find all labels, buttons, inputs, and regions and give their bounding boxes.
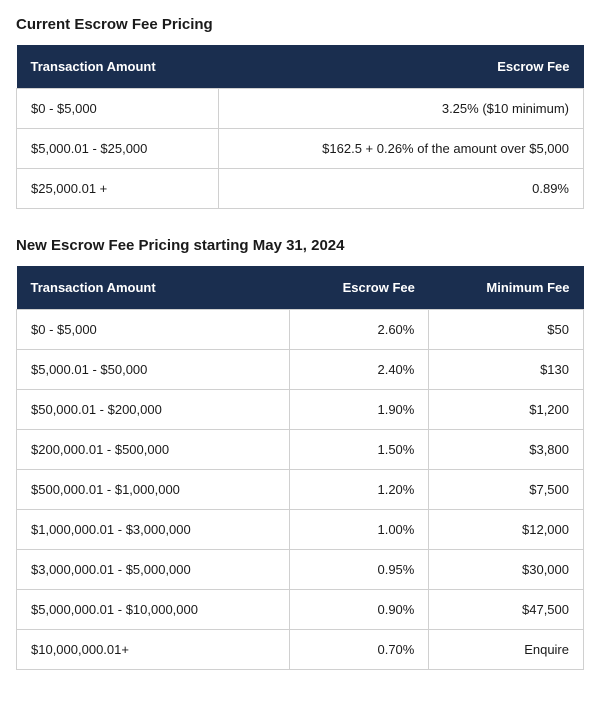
cell-amount: $200,000.01 - $500,000 bbox=[17, 430, 290, 470]
cell-fee: 1.90% bbox=[289, 390, 429, 430]
table-row: $5,000.01 - $25,000$162.5 + 0.26% of the… bbox=[17, 129, 584, 169]
cell-amount: $0 - $5,000 bbox=[17, 310, 290, 350]
cell-amount: $5,000.01 - $25,000 bbox=[17, 129, 219, 169]
cell-fee: 1.20% bbox=[289, 470, 429, 510]
cell-amount: $1,000,000.01 - $3,000,000 bbox=[17, 510, 290, 550]
col-transaction-amount: Transaction Amount bbox=[17, 266, 290, 310]
cell-fee: 0.90% bbox=[289, 590, 429, 630]
table-row: $5,000.01 - $50,0002.40%$130 bbox=[17, 350, 584, 390]
col-escrow-fee: Escrow Fee bbox=[219, 45, 584, 89]
cell-min: $47,500 bbox=[429, 590, 584, 630]
cell-fee: 0.89% bbox=[219, 169, 584, 209]
table-row: $10,000,000.01+0.70%Enquire bbox=[17, 630, 584, 670]
table-row: $25,000.01 +0.89% bbox=[17, 169, 584, 209]
cell-amount: $5,000.01 - $50,000 bbox=[17, 350, 290, 390]
table-row: $500,000.01 - $1,000,0001.20%$7,500 bbox=[17, 470, 584, 510]
cell-amount: $3,000,000.01 - $5,000,000 bbox=[17, 550, 290, 590]
cell-amount: $25,000.01 + bbox=[17, 169, 219, 209]
table-row: $200,000.01 - $500,0001.50%$3,800 bbox=[17, 430, 584, 470]
cell-min: $130 bbox=[429, 350, 584, 390]
new-pricing-title: New Escrow Fee Pricing starting May 31, … bbox=[16, 237, 584, 254]
table-header-row: Transaction Amount Escrow Fee bbox=[17, 45, 584, 89]
cell-min: $1,200 bbox=[429, 390, 584, 430]
col-escrow-fee: Escrow Fee bbox=[289, 266, 429, 310]
cell-fee: 2.60% bbox=[289, 310, 429, 350]
new-pricing-table: Transaction Amount Escrow Fee Minimum Fe… bbox=[16, 266, 584, 670]
table-row: $0 - $5,0002.60%$50 bbox=[17, 310, 584, 350]
cell-amount: $500,000.01 - $1,000,000 bbox=[17, 470, 290, 510]
cell-min: $30,000 bbox=[429, 550, 584, 590]
cell-fee: 3.25% ($10 minimum) bbox=[219, 89, 584, 129]
cell-min: Enquire bbox=[429, 630, 584, 670]
table-row: $0 - $5,0003.25% ($10 minimum) bbox=[17, 89, 584, 129]
cell-fee: 0.70% bbox=[289, 630, 429, 670]
table-row: $1,000,000.01 - $3,000,0001.00%$12,000 bbox=[17, 510, 584, 550]
cell-amount: $5,000,000.01 - $10,000,000 bbox=[17, 590, 290, 630]
cell-fee: 1.50% bbox=[289, 430, 429, 470]
cell-min: $3,800 bbox=[429, 430, 584, 470]
cell-fee: 2.40% bbox=[289, 350, 429, 390]
table-row: $5,000,000.01 - $10,000,0000.90%$47,500 bbox=[17, 590, 584, 630]
cell-amount: $50,000.01 - $200,000 bbox=[17, 390, 290, 430]
cell-min: $7,500 bbox=[429, 470, 584, 510]
col-transaction-amount: Transaction Amount bbox=[17, 45, 219, 89]
table-row: $3,000,000.01 - $5,000,0000.95%$30,000 bbox=[17, 550, 584, 590]
col-minimum-fee: Minimum Fee bbox=[429, 266, 584, 310]
cell-fee: 0.95% bbox=[289, 550, 429, 590]
table-row: $50,000.01 - $200,0001.90%$1,200 bbox=[17, 390, 584, 430]
cell-fee: 1.00% bbox=[289, 510, 429, 550]
cell-min: $12,000 bbox=[429, 510, 584, 550]
cell-amount: $10,000,000.01+ bbox=[17, 630, 290, 670]
current-pricing-table: Transaction Amount Escrow Fee $0 - $5,00… bbox=[16, 45, 584, 209]
cell-fee: $162.5 + 0.26% of the amount over $5,000 bbox=[219, 129, 584, 169]
table-header-row: Transaction Amount Escrow Fee Minimum Fe… bbox=[17, 266, 584, 310]
cell-min: $50 bbox=[429, 310, 584, 350]
current-pricing-title: Current Escrow Fee Pricing bbox=[16, 16, 584, 33]
cell-amount: $0 - $5,000 bbox=[17, 89, 219, 129]
